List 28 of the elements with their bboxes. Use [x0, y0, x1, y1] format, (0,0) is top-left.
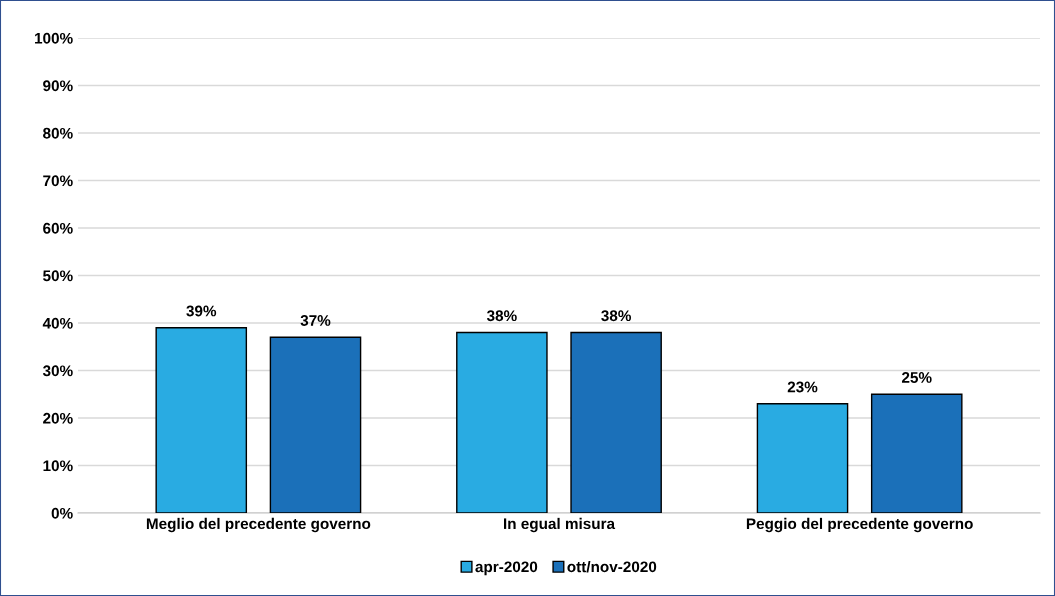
y-tick-label: 30% [42, 365, 73, 377]
y-tick-label: 80% [43, 127, 73, 139]
data-label: 25% [901, 372, 932, 383]
legend-label: apr-2020 [475, 561, 538, 576]
data-label: 39% [186, 305, 217, 317]
y-tick-label: 90% [43, 80, 73, 92]
data-label: 23% [787, 381, 818, 393]
y-tick-label: 70% [43, 175, 73, 187]
bar [456, 331, 548, 513]
y-tick-label: 10% [43, 460, 73, 472]
bar [570, 331, 662, 513]
bar [269, 336, 362, 513]
y-tick-label: 50% [43, 270, 73, 282]
x-tick-label: In egual misura [503, 517, 616, 533]
y-tick-label: 100% [35, 32, 73, 44]
y-tick-label: 0% [51, 507, 73, 519]
x-tick-label: Meglio del precedente governo [146, 517, 371, 533]
data-label: 37% [300, 315, 331, 326]
legend-label: ott/nov-2020 [567, 561, 657, 573]
y-tick-label: 60% [43, 222, 73, 234]
x-tick-label: Peggio del precedente governo [746, 517, 973, 533]
bar [870, 393, 963, 513]
data-label: 38% [601, 310, 632, 322]
bar [756, 403, 849, 513]
y-tick-label: 20% [43, 412, 73, 424]
y-tick-label: 40% [42, 317, 73, 329]
bar [155, 327, 248, 513]
data-label: 38% [486, 310, 517, 322]
